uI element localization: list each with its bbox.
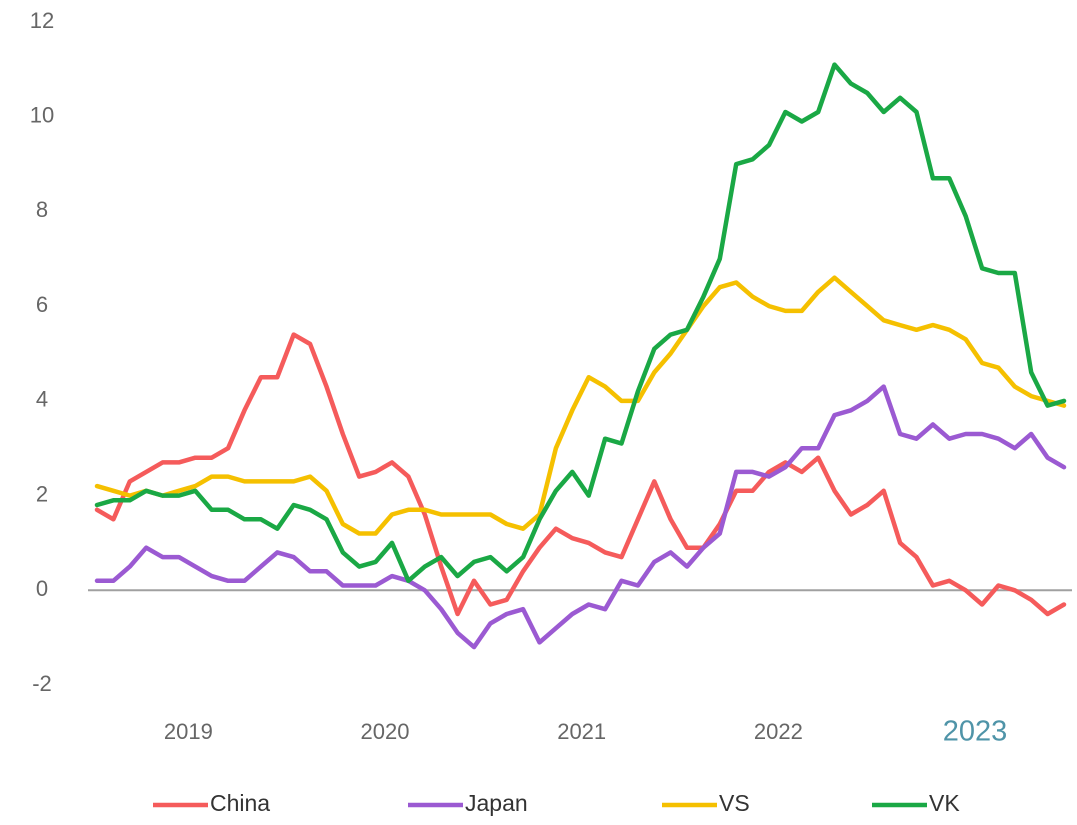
y-tick-label: 2 — [36, 481, 48, 506]
legend-label: Japan — [465, 790, 528, 816]
x-tick-label: 2023 — [943, 716, 1008, 748]
y-tick-label: 8 — [36, 197, 48, 222]
y-tick-label: 6 — [36, 292, 48, 317]
series-line — [94, 62, 1067, 584]
x-tick-label: 2019 — [164, 719, 213, 744]
series-line — [94, 275, 1067, 536]
x-tick-label: 2021 — [557, 719, 606, 744]
legend-label: VK — [929, 790, 960, 816]
x-tick-label: 2022 — [754, 719, 803, 744]
y-tick-label: 12 — [30, 8, 54, 33]
series-line — [94, 332, 1067, 617]
legend-label: China — [210, 790, 270, 816]
x-tick-label: 2020 — [361, 719, 410, 744]
legend-label: VS — [719, 790, 750, 816]
y-tick-label: 10 — [30, 103, 54, 128]
series-line — [94, 384, 1067, 650]
y-tick-label: -2 — [32, 671, 52, 696]
y-tick-label: 0 — [36, 576, 48, 601]
y-tick-label: 4 — [36, 387, 48, 412]
